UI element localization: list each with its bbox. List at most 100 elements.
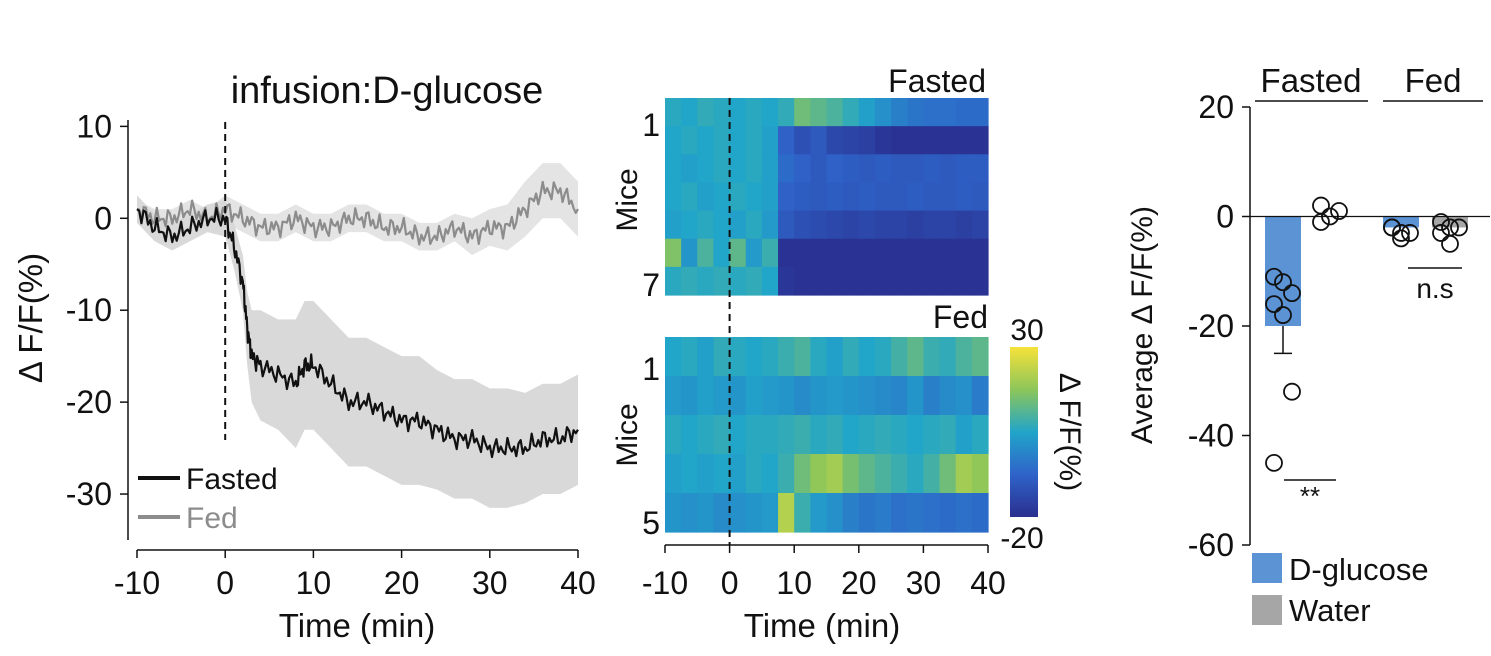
heatmap-cell <box>907 337 924 377</box>
heatmap-cell <box>826 376 844 416</box>
heatmap-cell <box>778 98 795 127</box>
heatmap-cell <box>842 238 860 268</box>
heatmap-cell <box>923 98 941 127</box>
heatmap-cell <box>794 210 811 240</box>
heatmap-cell <box>713 415 731 455</box>
heatmap-cell <box>842 376 860 416</box>
heatmap-cell <box>745 238 763 268</box>
heatmap-cell <box>697 98 715 127</box>
heatmap-cell <box>729 337 747 377</box>
heatmap-cell <box>923 454 941 494</box>
heatmap-cell <box>971 154 989 184</box>
heatmap-cell <box>923 337 941 377</box>
heatmap-cell <box>923 493 941 533</box>
heatmap-cell <box>955 182 973 212</box>
heatmap-cell <box>745 98 763 127</box>
heatmap-cell <box>729 266 747 296</box>
heatmap-cell <box>778 126 795 155</box>
heatmap-x-axis-label: Time (min) <box>744 607 900 644</box>
heatmap-cell <box>794 126 811 155</box>
infusion-annotation: infusion:D-glucose <box>231 70 544 112</box>
heatmap-cell <box>729 210 747 240</box>
heatmap-cell <box>939 376 957 416</box>
heatmap-cell <box>826 182 844 212</box>
heatmap-cell <box>955 210 973 240</box>
heatmap-cell <box>874 238 892 268</box>
heatmap-cell <box>971 210 989 240</box>
heatmap-cell <box>729 454 747 494</box>
heatmap-x-tick-label: 40 <box>970 565 1006 601</box>
heatmap-cell <box>794 376 811 416</box>
heatmap-cell <box>858 210 876 240</box>
bar-fed-dglucose <box>1383 216 1419 228</box>
heatmap-cell <box>681 454 698 494</box>
heatmap-cell <box>697 210 715 240</box>
heatmap-cell <box>761 493 779 533</box>
heatmap-cell <box>665 154 682 184</box>
data-point <box>1392 229 1410 248</box>
heatmap-cell <box>810 337 828 377</box>
bar-y-tick-label: 20 <box>1198 89 1234 125</box>
heatmap-cell <box>761 415 779 455</box>
data-point <box>1401 224 1419 242</box>
heatmap-cell <box>713 154 731 184</box>
data-point <box>1283 284 1301 303</box>
heatmap-cell <box>713 454 731 494</box>
heatmap-cell <box>923 266 941 296</box>
heatmap-cell <box>761 454 779 494</box>
heatmap-cell <box>697 238 715 268</box>
heatmap-cell <box>681 266 698 296</box>
heatmap-cell <box>858 182 876 212</box>
data-point <box>1432 213 1450 231</box>
heatmap-cell <box>697 266 715 296</box>
heatmap-cell <box>939 415 957 455</box>
heatmap-cell <box>745 415 763 455</box>
heatmap-cell <box>713 493 731 533</box>
heatmap-cell <box>939 210 957 240</box>
bar-y-axis-label: Average Δ F/F(%) <box>1126 206 1159 444</box>
heatmap-cell <box>939 266 957 296</box>
heatmap-cell <box>681 154 698 184</box>
heatmap-cell <box>713 182 731 212</box>
heatmap-cell <box>842 415 860 455</box>
bar-y-tick-label: 0 <box>1216 199 1234 235</box>
heatmap-cell <box>891 210 908 240</box>
colorbar-label: Δ F/F(%) <box>1053 373 1086 491</box>
legend-label-dglucose: D-glucose <box>1289 552 1429 587</box>
heatmap-cell <box>778 182 795 212</box>
heatmap-cell <box>681 126 698 155</box>
heatmap-cell <box>874 210 892 240</box>
heatmap-cell <box>810 238 828 268</box>
x-tick-label: 10 <box>296 565 332 601</box>
heatmap-cell <box>939 493 957 533</box>
heatmap-cell <box>891 337 908 377</box>
x-tick-label: 0 <box>216 565 234 601</box>
heatmap-cell <box>778 266 795 296</box>
heatmap-cell <box>745 154 763 184</box>
heatmap-cell <box>826 337 844 377</box>
heatmap-cell <box>939 98 957 127</box>
heatmap-cell <box>713 238 731 268</box>
heatmap-cell <box>761 154 779 184</box>
heatmap-cell <box>939 126 957 155</box>
heatmap-cell <box>665 376 682 416</box>
heatmap-cell <box>923 126 941 155</box>
heatmap-cell <box>745 454 763 494</box>
heatmap-x-tick-label: 30 <box>906 565 942 601</box>
heatmap-cell <box>858 238 876 268</box>
y-ticks: 10 0 -10 -20 -30 <box>66 108 128 512</box>
heatmap-cell <box>874 454 892 494</box>
heatmap-cell <box>971 415 989 455</box>
line-chart-panel: infusion:D-glucose 10 0 -10 -20 -30 -10 0 10 20… <box>12 70 596 644</box>
bar-y-tick-label: -20 <box>1188 308 1234 344</box>
heatmap-cell <box>810 266 828 296</box>
data-point <box>1450 218 1468 237</box>
heatmap-cell <box>665 182 682 212</box>
heatmap-cell <box>778 210 795 240</box>
heatmap-cell <box>955 98 973 127</box>
x-ticks: -10 0 10 20 30 40 <box>114 550 596 601</box>
heatmap-cell <box>842 210 860 240</box>
heatmap-cell <box>874 376 892 416</box>
heatmap-cell <box>891 154 908 184</box>
heatmap-cell <box>858 454 876 494</box>
